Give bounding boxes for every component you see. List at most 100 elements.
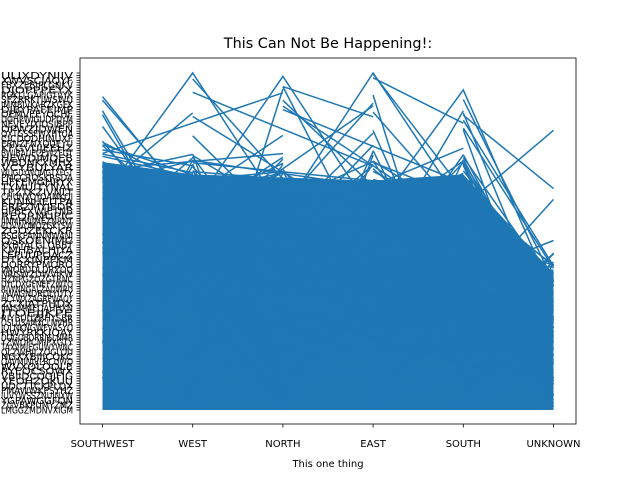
y-tick-label: JJNMHWJMEZNRNT — [0, 216, 73, 227]
series-segment — [102, 382, 283, 390]
series-segment — [282, 368, 464, 376]
series-segment — [373, 178, 464, 182]
series-segment — [192, 292, 374, 358]
series-segment — [192, 188, 284, 356]
series-segment — [282, 309, 464, 368]
series-segment — [372, 94, 465, 384]
series-segment — [462, 163, 555, 397]
y-tick-label: IUVYWSSZNUINXW — [1, 391, 73, 402]
y-tick-label: ZCXJATPHDX — [1, 299, 73, 310]
series-segment — [192, 256, 374, 281]
series-segment — [102, 240, 284, 353]
series-segment — [282, 259, 464, 347]
series-segment — [462, 305, 554, 355]
y-tick-labels: LMGGZMDNVXIGMZGVBKPUMYZMZYGPAWGGFQNIUVYW… — [0, 71, 80, 417]
series-segment — [191, 154, 284, 398]
y-tick-label: ZGVBKPUMYZMZ — [1, 401, 73, 412]
y-tick-label: JQLNKNGWFVASYQ — [0, 323, 73, 334]
series-segment — [101, 140, 194, 253]
y-tick-label: WVXQLOOLE — [1, 362, 73, 373]
x-tick-label: UNKNOWN — [526, 439, 580, 450]
y-tick-label: VNQBUDLDRZOQ — [1, 265, 73, 276]
series-segment — [102, 156, 284, 276]
y-tick-label: VCYBULYAR — [1, 163, 73, 174]
series-segment — [102, 199, 284, 311]
series-segment — [282, 252, 464, 340]
y-tick-label: QQRRYPMQRO — [1, 260, 73, 271]
series-segment — [192, 243, 374, 256]
plot-lines — [101, 71, 555, 410]
series-segment — [192, 226, 374, 297]
y-tick-label: PMAWWKPSYHZ — [1, 386, 73, 397]
series-segment — [282, 184, 374, 350]
y-tick-label: RYEQCSQWX — [1, 367, 73, 378]
series-segment — [372, 231, 464, 261]
y-tick-label: HFFEMGHRYX — [1, 178, 73, 189]
series-segment — [192, 261, 284, 364]
y-tick-label: WBDNKXMHX — [1, 158, 73, 169]
y-tick-label: BWIBAUECEWZFGT — [1, 149, 74, 160]
series-segment — [462, 253, 555, 336]
plot-frame — [79, 57, 577, 425]
series-peak — [194, 75, 372, 211]
series-segment — [372, 211, 464, 292]
y-tick-label: BSGKPANNMWANJ — [1, 231, 73, 242]
y-tick-label: XWVSCJAQYF — [1, 76, 73, 87]
y-tick-label: ERBZMYJEDR — [1, 202, 73, 213]
y-tick-label: RGKLLGAPIGTVYK — [1, 90, 73, 101]
series-segment — [372, 154, 464, 285]
series-segment — [192, 156, 284, 280]
series-segment — [462, 253, 554, 333]
y-tick-label: DJOPPPEYX — [1, 86, 73, 97]
y-tick-label: TAXVMJEGUWYWNC — [0, 343, 73, 354]
chart-title: This Can Not Be Happening!: — [223, 36, 432, 52]
y-tick-label: HZNPGZOZGTRNC — [1, 275, 73, 286]
y-tick-label: JMMBIVKARZKGEK — [0, 100, 73, 111]
series-segment — [282, 301, 464, 322]
series-segment — [282, 287, 464, 340]
series-segment — [462, 191, 555, 404]
y-tick-label: PMCCROSKRSDA — [1, 173, 73, 184]
series-segment — [282, 293, 464, 353]
series-segment — [372, 288, 464, 343]
y-tick-label: RJWNNGALZADWRU — [1, 284, 73, 295]
y-tick-label: TYMUITYNAL — [0, 182, 73, 193]
x-tick-labels: SOUTHWEST WEST NORTH EAST SOUTH UNKNOWN — [71, 424, 581, 450]
series-segment — [102, 247, 193, 287]
series-segment — [282, 174, 464, 223]
series-segment — [462, 127, 555, 269]
series-segment — [282, 286, 464, 369]
series-segment — [192, 166, 284, 261]
y-tick-label: CHUNXOYOAMKQJ — [1, 192, 73, 203]
series-segment — [463, 361, 554, 366]
y-tick-label: UPBEXWJETNB — [1, 207, 73, 218]
series-segment — [373, 344, 554, 347]
y-tick-label: OPWZIDWEN — [1, 124, 73, 135]
y-tick-label: OEMVEEYOCHF — [1, 110, 73, 121]
y-tick-label: HCYWXZAGRPWAQY — [1, 294, 74, 305]
series-segment — [102, 341, 193, 381]
series-segment — [372, 230, 554, 303]
y-tick-label: ULIXDYNIIV — [1, 71, 73, 82]
series-peak — [103, 71, 282, 209]
y-tick-label: REQRNUPIC — [1, 212, 73, 223]
series-segment — [463, 330, 554, 359]
y-tick-label: ZGOZEKCKR — [1, 226, 73, 237]
series-segment — [101, 165, 194, 330]
y-tick-label: CICDODHINUXF — [1, 134, 73, 145]
y-tick-label: QLZWHJLZOGLOU — [1, 347, 73, 358]
y-tick-label: QAVMJNJVLRCUWQ — [1, 357, 73, 368]
series-segment — [462, 193, 555, 408]
y-tick-label: DJBYPAFEIMP — [1, 105, 73, 116]
y-tick-label: KYHYALGLQBBT — [1, 241, 74, 252]
series-segment — [372, 77, 464, 124]
series-peak — [284, 71, 462, 209]
series-segment — [372, 267, 554, 401]
series-segment — [282, 259, 464, 277]
y-tick-label: OSLUSAMXCLMVHR — [1, 318, 73, 329]
series-segment — [372, 204, 555, 396]
series-segment — [372, 181, 464, 273]
series-segment — [101, 178, 284, 402]
series-segment — [101, 114, 194, 272]
series-segment — [102, 149, 193, 167]
